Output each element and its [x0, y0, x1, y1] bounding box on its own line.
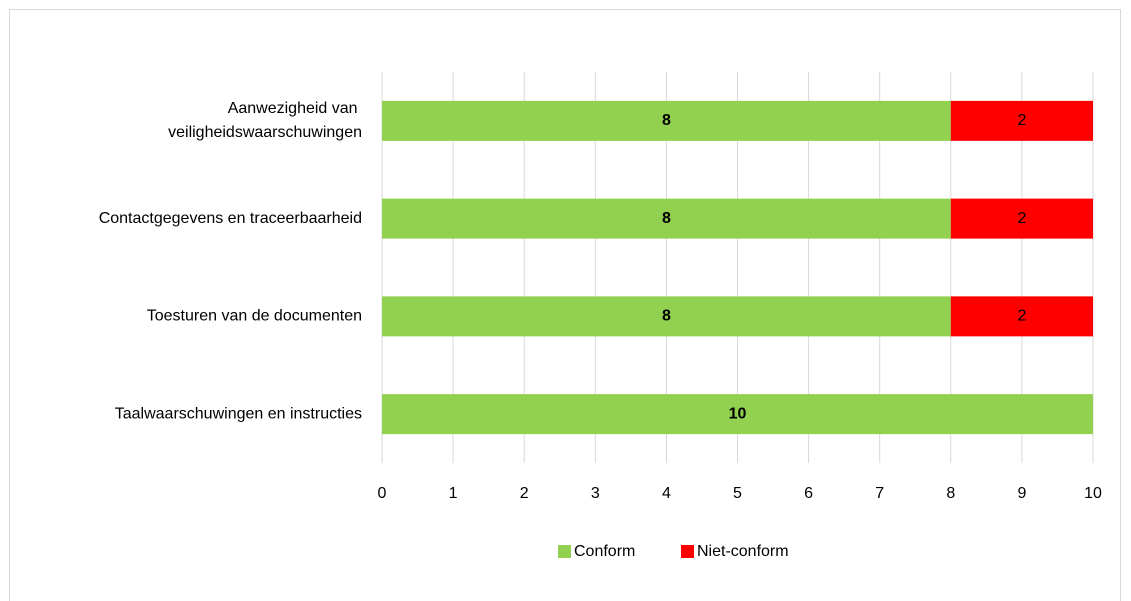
legend-item: Niet-conform [681, 543, 789, 560]
x-tick-label: 7 [875, 485, 884, 502]
bar-segment [382, 100, 951, 141]
legend-swatch [681, 545, 694, 558]
bar-segment [382, 198, 951, 239]
legend-swatch [558, 545, 571, 558]
data-label: 8 [662, 112, 671, 129]
x-tick-label: 10 [1084, 485, 1102, 502]
x-tick-label: 9 [1017, 485, 1026, 502]
y-tick-label: Taalwaarschuwingen en instructies [115, 405, 362, 422]
data-label: 2 [1017, 112, 1026, 129]
data-label: 2 [1017, 210, 1026, 227]
y-tick-label: Contactgegevens en traceerbaarheid [99, 210, 362, 227]
chart-frame [9, 9, 1121, 601]
y-tick-label: Toesturen van de documenten [147, 308, 362, 325]
data-label: 2 [1017, 308, 1026, 325]
bar-segment [950, 198, 1093, 239]
bar-segment [382, 296, 951, 337]
data-label: 8 [662, 210, 671, 227]
x-tick-label: 4 [662, 485, 671, 502]
x-tick-label: 0 [378, 485, 387, 502]
bar-segment [950, 100, 1093, 141]
bar-segment [382, 394, 1093, 435]
data-label: 10 [729, 405, 747, 422]
x-tick-label: 1 [449, 485, 458, 502]
legend-label: Niet-conform [697, 543, 789, 560]
x-tick-label: 6 [804, 485, 813, 502]
legend-label: Conform [574, 543, 635, 560]
bar-segment [950, 296, 1093, 337]
x-tick-label: 3 [591, 485, 600, 502]
x-tick-label: 2 [520, 485, 529, 502]
legend-item: Conform [558, 543, 635, 560]
x-tick-label: 5 [733, 485, 742, 502]
data-label: 8 [662, 308, 671, 325]
x-tick-label: 8 [946, 485, 955, 502]
y-tick-label: Aanwezigheid van veiligheidswaarschuwing… [168, 100, 362, 141]
